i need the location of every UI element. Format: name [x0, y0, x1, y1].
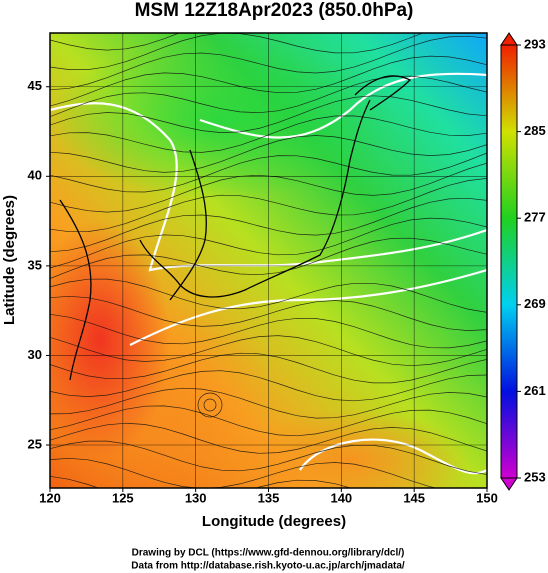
streamline	[50, 370, 487, 402]
contour-line	[199, 72, 487, 139]
streamline	[50, 33, 424, 70]
streamline	[50, 457, 438, 488]
colorbar-tick-label: 261	[524, 383, 546, 398]
streamline	[50, 217, 487, 269]
x-tick-label: 150	[476, 490, 498, 505]
y-axis-label: Latitude (degrees)	[1, 195, 18, 325]
chart-title: MSM 12Z18Apr2023 (850.0hPa)	[135, 0, 414, 21]
grid	[50, 33, 487, 488]
x-tick-label: 125	[112, 490, 134, 505]
credit: Data from http://database.rish.kyoto-u.a…	[131, 561, 405, 572]
streamline	[50, 387, 487, 419]
colorbar-tick-label: 285	[524, 123, 546, 138]
colorbar-extend	[500, 477, 518, 491]
colorbar-tick-label: 293	[524, 36, 546, 51]
streamline	[50, 152, 487, 193]
streamline	[50, 440, 487, 475]
streamline	[50, 135, 487, 173]
vortex	[197, 392, 223, 418]
streamline	[50, 115, 487, 153]
streamlines	[50, 33, 487, 488]
streamline	[50, 33, 383, 51]
colorbar-tick-label: 269	[524, 296, 546, 311]
streamline	[50, 295, 487, 331]
coastline	[354, 75, 412, 111]
colorbar-extend	[500, 32, 518, 46]
colorbar	[500, 44, 518, 479]
y-tick-label: 35	[28, 257, 42, 272]
credit: Drawing by DCL (https://www.gfd-dennou.o…	[132, 548, 405, 559]
x-tick-label: 145	[403, 490, 425, 505]
coastline	[59, 199, 92, 381]
streamline	[50, 55, 487, 107]
streamline	[50, 162, 487, 213]
streamline	[50, 95, 487, 133]
y-tick-label: 25	[28, 436, 42, 451]
y-tick-label: 30	[28, 347, 42, 362]
x-axis-label: Longitude (degrees)	[202, 513, 346, 530]
colorbar-tick-label: 253	[524, 469, 546, 484]
streamline	[50, 278, 487, 313]
streamline	[50, 405, 487, 437]
contour-line	[129, 268, 487, 346]
streamline	[50, 75, 487, 118]
field-patch	[50, 220, 170, 460]
field	[50, 33, 487, 488]
x-tick-label: 130	[185, 490, 207, 505]
streamline	[50, 352, 487, 384]
streamline	[50, 475, 353, 488]
vortex	[203, 398, 217, 412]
x-tick-label: 120	[39, 490, 61, 505]
y-tick-label: 45	[28, 78, 42, 93]
x-tick-label: 135	[258, 490, 280, 505]
streamline	[50, 313, 487, 349]
field-patch	[50, 40, 390, 200]
y-tick-label: 40	[28, 168, 42, 183]
streamline	[50, 197, 487, 253]
streamline	[50, 237, 487, 279]
streamline	[50, 422, 487, 454]
colorbar-tick-label: 277	[524, 210, 546, 225]
x-tick-label: 140	[330, 490, 352, 505]
streamline	[50, 335, 487, 367]
field-patch	[230, 410, 470, 488]
streamline	[50, 178, 487, 233]
streamline	[50, 35, 487, 91]
